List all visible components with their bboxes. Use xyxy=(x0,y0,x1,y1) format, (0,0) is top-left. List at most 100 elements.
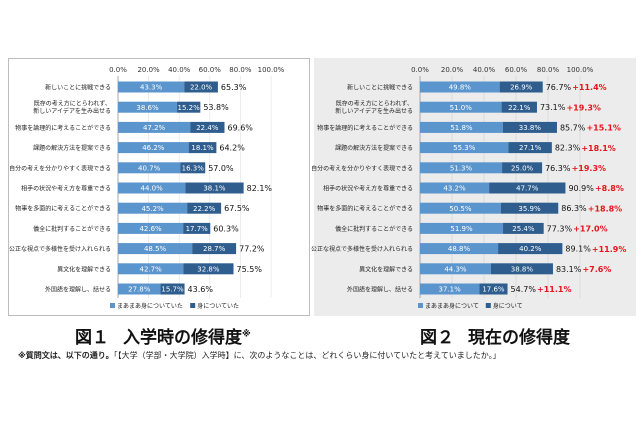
bar-segment-somewhat xyxy=(420,222,504,234)
data-label: 48.5% xyxy=(144,245,167,253)
category-label: 物事を論理的に考えることができる xyxy=(317,124,413,132)
total-label: 83.1% xyxy=(556,265,582,274)
data-label: 17.6% xyxy=(482,286,505,294)
total-label: 57.0% xyxy=(208,164,234,173)
data-label: 22.0% xyxy=(190,84,213,92)
x-tick-label: 20.0% xyxy=(137,66,160,74)
bar-segment-acquired xyxy=(187,202,222,214)
x-tick-label: 40.0% xyxy=(473,66,496,74)
increase-label: +11.1% xyxy=(537,285,571,294)
total-label: 76.3% xyxy=(545,164,571,173)
data-label: 15.2% xyxy=(178,104,201,112)
figure-number: 図１ xyxy=(75,328,109,348)
bar-segment-acquired xyxy=(489,182,566,194)
x-tick-label: 80.0% xyxy=(537,66,560,74)
bar-segment-acquired xyxy=(185,182,244,194)
bar-segment-somewhat xyxy=(118,222,184,234)
bar-segment-somewhat xyxy=(118,182,186,194)
bar-segment-acquired xyxy=(177,101,201,113)
category-label: 課題の解決方法を提案できる xyxy=(335,144,413,152)
legend-label: まあまあ身についていた xyxy=(117,302,183,310)
category-label: 自分の考えを分かりやすく表現できる xyxy=(9,164,111,172)
bar-segment-somewhat xyxy=(420,202,501,214)
bar-segment-somewhat xyxy=(420,243,499,255)
data-label: 32.8% xyxy=(197,265,220,273)
data-label: 25.4% xyxy=(512,225,535,233)
total-label: 77.2% xyxy=(239,245,265,254)
footnote-mark: ※質問文は、以下の通り。 xyxy=(18,351,114,360)
data-label: 44.3% xyxy=(444,265,467,273)
legend-swatch xyxy=(190,303,196,308)
data-label: 33.8% xyxy=(519,124,542,132)
total-label: 65.3% xyxy=(221,83,247,92)
total-label: 67.5% xyxy=(224,204,250,213)
figure-caption-entry: 図１ 入学時の修得度※ xyxy=(75,323,251,348)
bar-segment-somewhat xyxy=(118,162,181,174)
data-label: 38.1% xyxy=(203,185,226,193)
total-label: 86.3% xyxy=(561,204,587,213)
data-label: 43.2% xyxy=(443,185,466,193)
bar-segment-somewhat xyxy=(420,121,503,133)
category-label: 既存の考え方にとらわれず、 xyxy=(336,100,413,108)
bar-segment-somewhat xyxy=(420,182,490,194)
category-label: 儀全に批判することができる xyxy=(335,225,413,233)
data-label: 42.7% xyxy=(140,265,163,273)
footnote-text: 「【大学（学部・大学院）入学時】に、次のようなことは、どれくらい身に付いていたと… xyxy=(113,351,501,360)
legend-label: 身についていた xyxy=(197,302,239,310)
bar-segment-somewhat xyxy=(118,263,184,275)
data-label: 45.2% xyxy=(141,205,164,213)
category-label: 自分の考えを分かりやすく表現できる xyxy=(311,164,413,172)
increase-label: +19.3% xyxy=(566,103,600,112)
category-label: 既存の考え方にとらわれず、 xyxy=(34,100,111,108)
x-tick-label: 80.0% xyxy=(229,66,252,74)
bar-segment-acquired xyxy=(192,243,237,255)
figure-number: 図２ xyxy=(420,328,454,348)
data-label: 40.2% xyxy=(519,245,542,253)
total-label: 90.9% xyxy=(568,184,594,193)
figure-title: 入学時の修得度 xyxy=(123,328,242,348)
total-label: 53.8% xyxy=(203,103,229,112)
bar-segment-somewhat xyxy=(420,81,500,93)
data-label: 22.4% xyxy=(196,124,219,132)
data-label: 16.3% xyxy=(182,164,205,172)
bar-segment-somewhat xyxy=(420,101,502,113)
data-label: 51.3% xyxy=(450,164,473,172)
data-label: 46.2% xyxy=(142,144,165,152)
increase-label: +17.0% xyxy=(573,225,607,234)
data-label: 48.8% xyxy=(448,245,471,253)
title-note-mark: ※ xyxy=(242,329,251,340)
bar-segment-acquired xyxy=(508,142,552,154)
category-label: 物事を論理的に考えることができる xyxy=(15,124,111,132)
category-label: 相手の状況や考え方を尊重できる xyxy=(323,185,413,193)
data-label: 51.8% xyxy=(450,124,473,132)
bar-segment-acquired xyxy=(501,101,537,113)
bar-segment-acquired xyxy=(183,222,211,234)
category-label: 異文化を理解できる xyxy=(359,265,413,273)
category-label: 新しいことに挑戦できる xyxy=(347,84,413,92)
bar-segment-acquired xyxy=(190,121,225,133)
increase-label: +18.1% xyxy=(581,144,615,153)
category-label: 公正な視点で多様性を受け入れられる xyxy=(9,245,111,253)
category-label: 物事を多面的に考えることができる xyxy=(317,205,413,213)
x-tick-label: 0.0% xyxy=(411,66,429,74)
increase-label: +18.8% xyxy=(588,204,622,213)
data-label: 38.6% xyxy=(136,104,159,112)
legend-label: まあまあ身について xyxy=(425,302,479,310)
data-label: 55.3% xyxy=(453,144,476,152)
category-label: 異文化を理解できる xyxy=(57,265,111,273)
data-label: 28.7% xyxy=(203,245,226,253)
data-label: 40.7% xyxy=(138,164,161,172)
data-label: 27.8% xyxy=(128,286,151,294)
x-tick-label: 0.0% xyxy=(109,66,127,74)
bar-segment-acquired xyxy=(160,283,185,295)
x-tick-label: 60.0% xyxy=(505,66,528,74)
data-label: 44.0% xyxy=(141,185,164,193)
bar-segment-acquired xyxy=(499,81,543,93)
category-label: 物事を多面的に考えることができる xyxy=(15,205,111,213)
increase-label: +19.3% xyxy=(572,164,606,173)
bar-segment-somewhat xyxy=(420,283,480,295)
total-label: 60.3% xyxy=(213,224,239,233)
category-label: 外国語を理解し、話せる xyxy=(45,286,111,294)
category-label: 新しいことに挑戦できる xyxy=(45,84,111,92)
